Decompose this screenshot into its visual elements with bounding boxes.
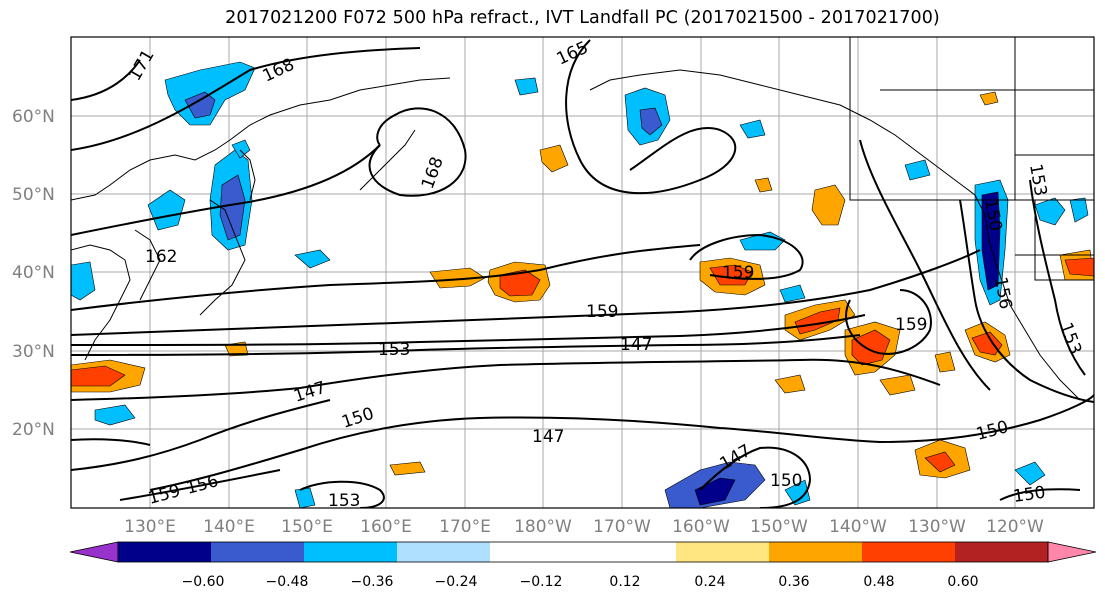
colorbar-tick-label: −0.12 (520, 574, 563, 590)
colorbar-tick-label: −0.60 (182, 574, 225, 590)
colorbar (69, 541, 1097, 563)
contour-label: 147 (532, 427, 564, 447)
colorbar-border (117, 541, 1049, 563)
latitude-labels: 60°N 50°N 40°N 30°N 20°N (12, 107, 55, 440)
lat-label: 60°N (12, 107, 55, 127)
lat-label: 50°N (12, 185, 55, 205)
colorbar-segment (211, 542, 305, 562)
colorbar-tick-label: −0.48 (266, 574, 309, 590)
longitude-labels: 130°E 140°E 150°E 160°E 170°E 180°W 170°… (124, 517, 1044, 537)
lat-label: 30°N (12, 342, 55, 362)
colorbar-segment (583, 542, 677, 562)
colorbar-tick-label: −0.36 (351, 574, 394, 590)
contour-label: 159 (895, 315, 927, 335)
map-title: 2017021200 F072 500 hPa refract., IVT La… (225, 8, 940, 28)
colorbar-segment (304, 542, 398, 562)
colorbar-segment (676, 542, 770, 562)
contour-label: 147 (620, 335, 652, 355)
contour-label: 162 (145, 247, 177, 267)
contour-label: 153 (378, 340, 410, 360)
colorbar-extend-high (1047, 541, 1097, 563)
colorbar-segment (490, 542, 584, 562)
gridlines (71, 37, 1094, 508)
lon-label: 160°E (360, 517, 412, 537)
colorbar-tick-label: 0.48 (863, 574, 894, 590)
contour-label: 150 (1012, 483, 1047, 507)
lon-label: 140°W (829, 517, 887, 537)
lon-label: 160°W (672, 517, 730, 537)
lat-label: 40°N (12, 263, 55, 283)
colorbar-segment (862, 542, 956, 562)
colorbar-segment (955, 542, 1049, 562)
colorbar-labels: −0.60 −0.48 −0.36 −0.24 −0.12 0.12 0.24 … (182, 574, 979, 590)
map-frame (70, 36, 1095, 509)
colorbar-segment (118, 542, 212, 562)
coastlines (71, 37, 1094, 401)
lon-label: 130°W (908, 517, 966, 537)
lon-label: 120°W (986, 517, 1044, 537)
contour-label: 153 (328, 491, 360, 511)
colorbar-tick-label: 0.36 (778, 574, 809, 590)
lat-label: 20°N (12, 420, 55, 440)
lon-label: 140°E (203, 517, 255, 537)
lon-label: 180°W (514, 517, 572, 537)
colorbar-tick-label: 0.12 (609, 574, 640, 590)
colorbar-tick-label: 0.24 (694, 574, 725, 590)
contour-label: 159 (586, 302, 618, 322)
lon-label: 150°W (750, 517, 808, 537)
contour-label: 159 (722, 263, 754, 283)
lon-label: 130°E (124, 517, 176, 537)
contours (71, 39, 1094, 508)
colorbar-tick-label: −0.24 (435, 574, 478, 590)
contour-labels: 171 168 165 168 162 159 159 159 153 147 … (125, 38, 1085, 511)
lon-label: 170°E (439, 517, 491, 537)
colorbar-segment (397, 542, 491, 562)
colorbar-tick-label: 0.60 (947, 574, 978, 590)
lon-label: 170°W (593, 517, 651, 537)
contour-label: 150 (770, 471, 802, 491)
lon-label: 150°E (281, 517, 333, 537)
colorbar-extend-low (69, 541, 119, 563)
colorbar-segment (769, 542, 863, 562)
